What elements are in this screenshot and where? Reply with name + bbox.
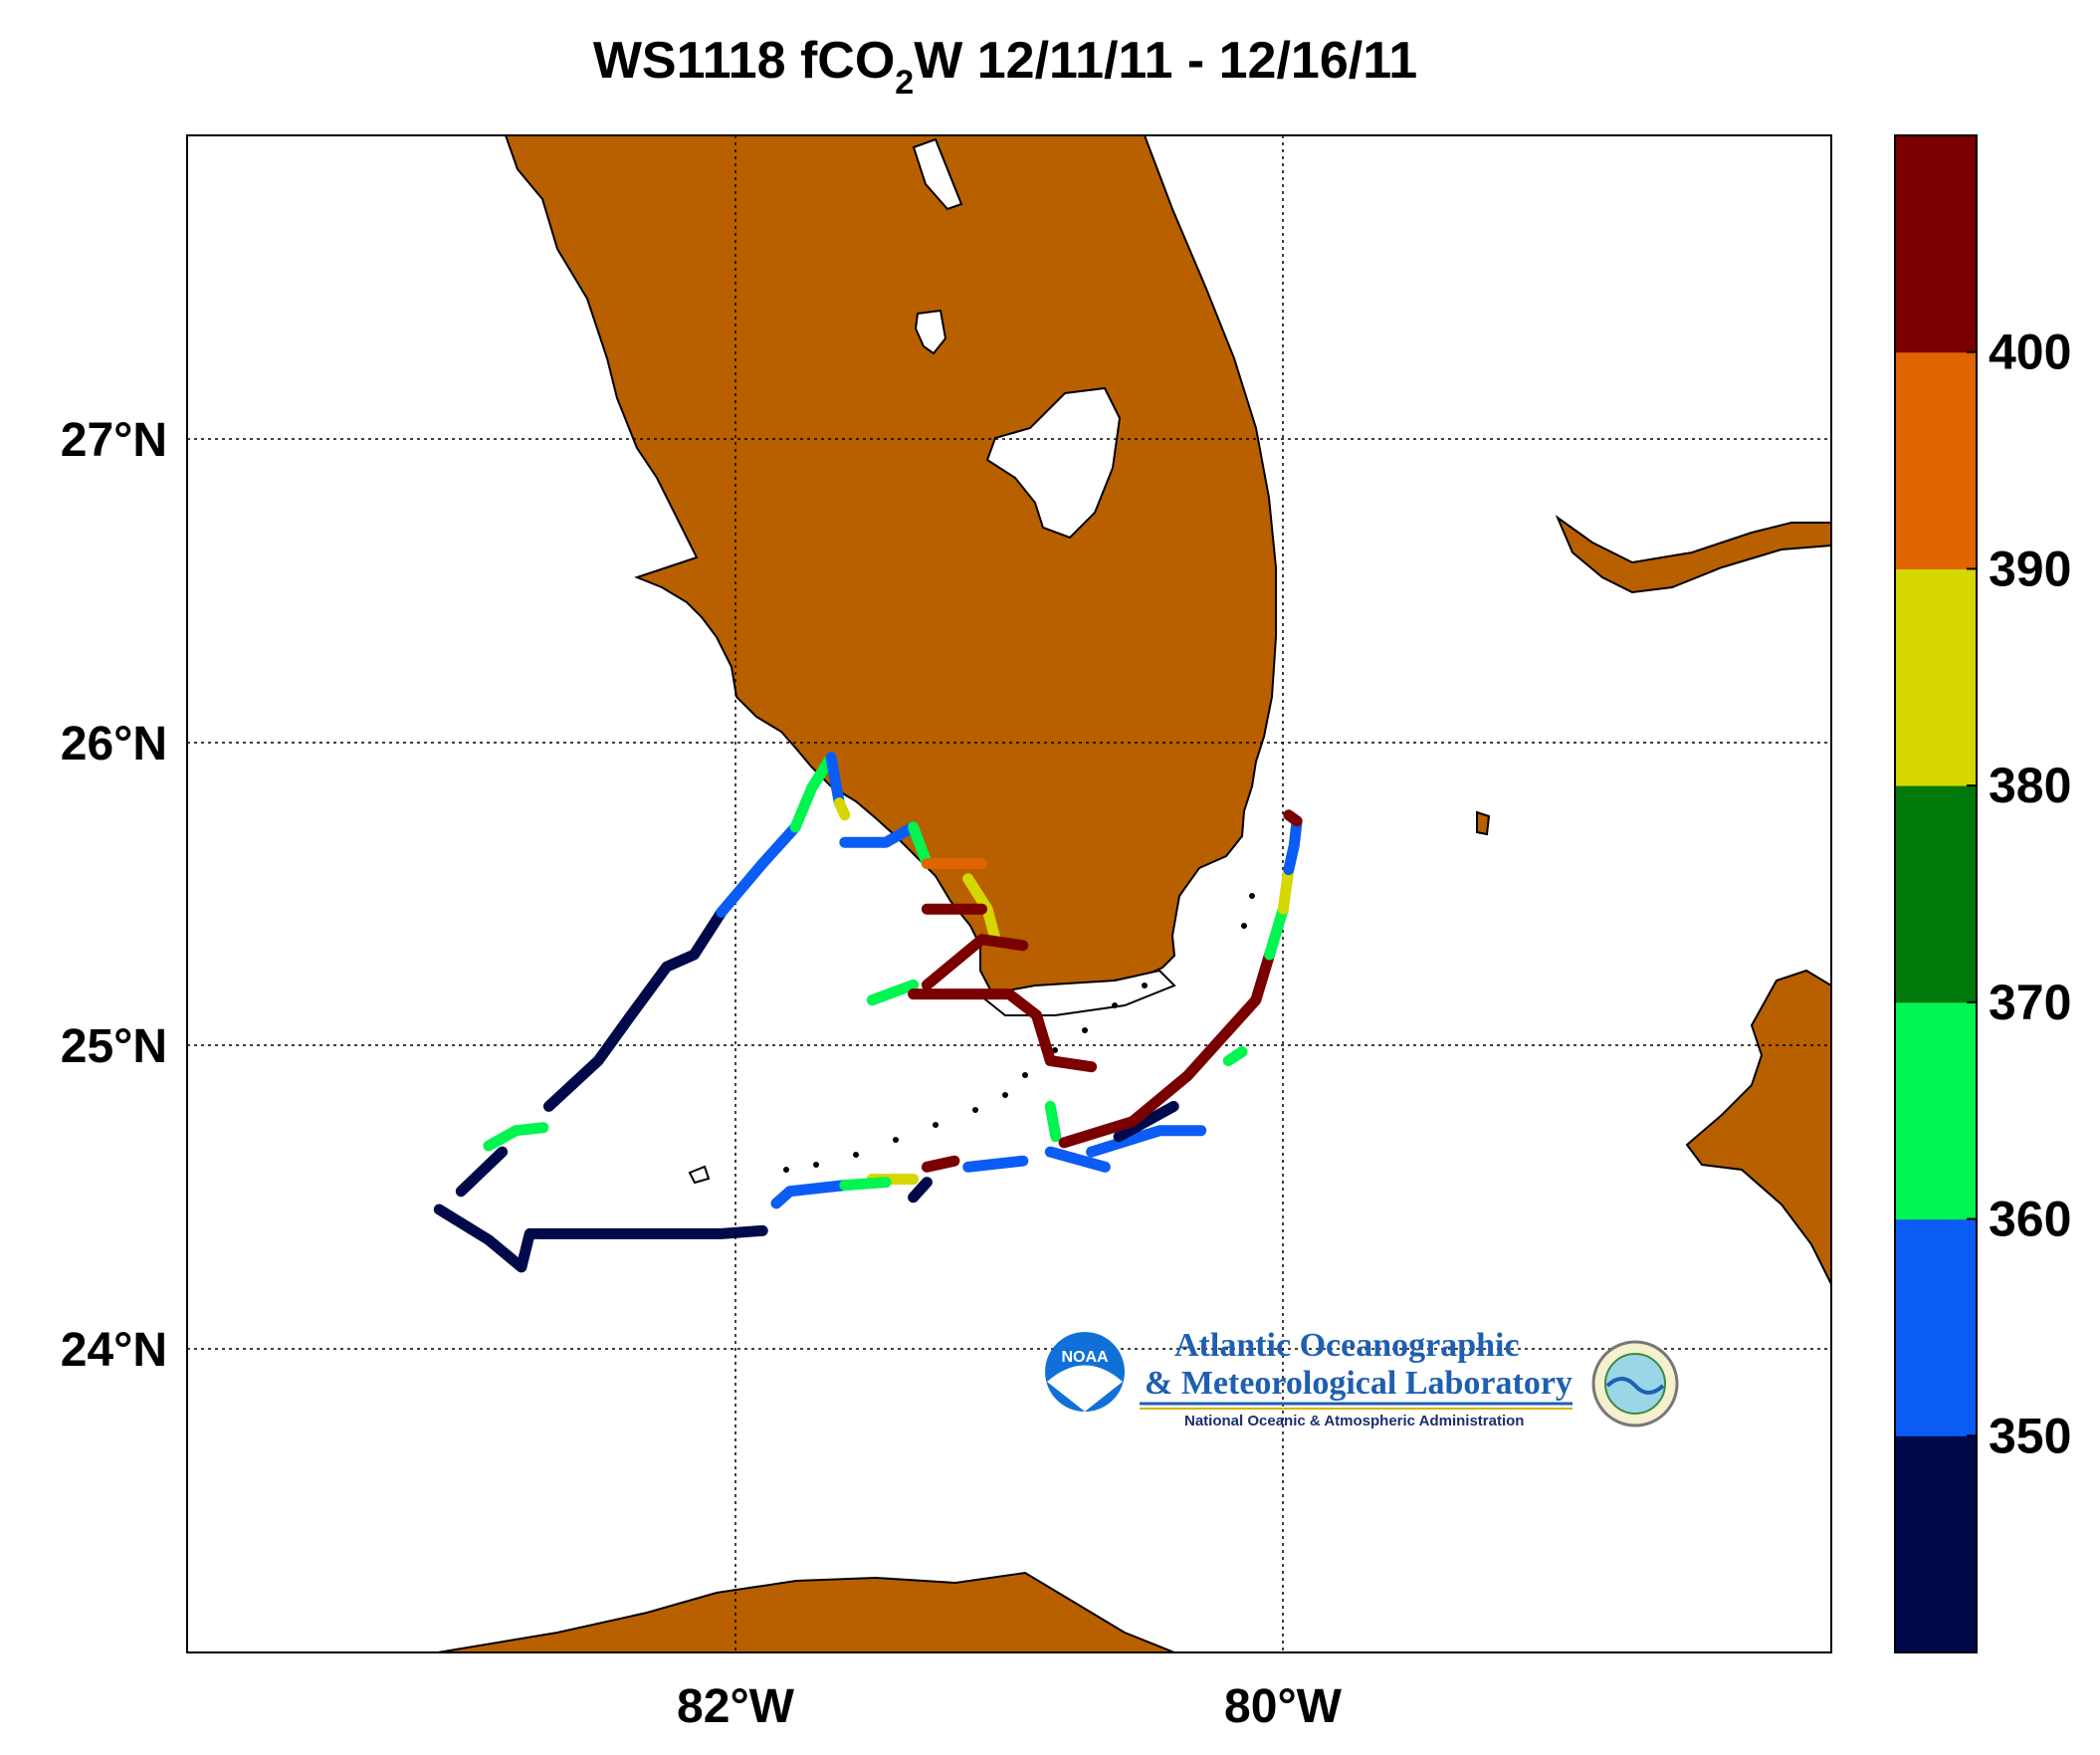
colorbar-label-400: 400: [1989, 325, 2071, 380]
track-segment-17: [1044, 1100, 1062, 1143]
lon-label-82w: 82°W: [677, 1680, 795, 1733]
track-segment-14: [921, 934, 1029, 990]
track-segment-25: [1283, 815, 1303, 876]
lake-okeechobee: [985, 386, 1122, 540]
colorbar-bin-2: [1895, 1001, 1977, 1220]
logo-line-1: Atlantic Oceanographic: [1174, 1327, 1520, 1364]
colorbar-frame: [1894, 134, 1978, 1653]
colorbar-bin-1: [1895, 1218, 1977, 1436]
bahamas-andros: [1685, 969, 1831, 1285]
colorbar-label-370: 370: [1989, 975, 2071, 1030]
track-segment-3: [542, 906, 728, 1112]
lat-label-26: 26°N: [61, 718, 167, 770]
track-segment-4: [716, 821, 801, 918]
aoml-logo: NOAA Atlantic Oceanographic & Meteorolog…: [1045, 1327, 1679, 1429]
track-segment-6: [825, 752, 845, 809]
lat-label-24: 24°N: [61, 1324, 167, 1377]
plot-frame: [186, 134, 1832, 1653]
track-segment-18: [1044, 1146, 1111, 1173]
land-layer: [437, 135, 1831, 1652]
colorbar-label-380: 380: [1989, 758, 2071, 813]
colorbar-label-350: 350: [1989, 1408, 2071, 1463]
track-segment-1: [433, 1204, 549, 1273]
track-segment-5: [789, 752, 837, 833]
latitude-labels: 27°N 26°N 25°N 24°N: [61, 414, 167, 1377]
track-segment-20: [1113, 1100, 1179, 1143]
colorbar-bin-3: [1895, 785, 1977, 1003]
colorbar-labels: 350 360 370 380 390 400: [1967, 325, 2071, 1463]
gridlines: [187, 135, 1831, 1652]
logo-line-2: & Meteorological Laboratory: [1145, 1365, 1573, 1402]
track-segment-31: [921, 1155, 960, 1173]
track-segment-10: [908, 821, 933, 869]
track-segment-15: [866, 979, 920, 1006]
track-segment-29: [839, 1177, 892, 1192]
lat-label-25: 25°N: [61, 1020, 167, 1073]
aoml-seal-wave-icon: [1605, 1377, 1665, 1395]
colorbar-label-390: 390: [1989, 541, 2071, 596]
colorbar-bin-5: [1895, 351, 1977, 569]
lat-label-27: 27°N: [61, 414, 167, 467]
map-title: WS1118 fCO2W 12/11/11 - 12/16/11: [593, 32, 1417, 102]
ship-track: [433, 752, 1303, 1273]
track-segment-7: [833, 797, 851, 821]
longitude-labels: 82°W 80°W: [677, 1680, 1343, 1733]
track-segment-23: [1264, 903, 1289, 961]
small-lake-1: [914, 309, 947, 355]
track-segment-24: [1277, 864, 1295, 915]
track-segment-22: [1222, 1046, 1248, 1067]
noaa-badge-text: NOAA: [1061, 1349, 1109, 1366]
track-segment-9: [839, 821, 920, 848]
track-segment-21: [1058, 949, 1276, 1149]
small-lake-2: [912, 137, 963, 211]
colorbar-bin-6: [1895, 135, 1977, 353]
marquesas-key: [688, 1165, 711, 1185]
track-segment-16: [908, 988, 1098, 1073]
colorbar-bin-4: [1895, 568, 1977, 786]
colorbar-label-360: 360: [1989, 1192, 2071, 1247]
track-segment-19: [1086, 1125, 1207, 1158]
logo-line-3: National Oceanic & Atmospheric Administr…: [1184, 1413, 1524, 1429]
florida-keys: [694, 893, 1255, 1178]
track-segment-32: [962, 1155, 1029, 1173]
colorbar: [1895, 135, 1977, 1653]
bahamas-grand-bahama: [1555, 515, 1831, 594]
track-segment-30: [908, 1177, 933, 1204]
track-segment-28: [770, 1180, 851, 1209]
track-segment-2: [455, 1146, 509, 1198]
cuba-landmass: [437, 1571, 1175, 1652]
noaa-bird-icon: [1047, 1365, 1123, 1412]
colorbar-bin-0: [1895, 1435, 1977, 1653]
track-segment-26: [1283, 809, 1303, 827]
track-segment-8: [483, 1122, 549, 1152]
bahamas-islet: [1476, 810, 1491, 836]
lon-label-80w: 80°W: [1224, 1680, 1343, 1733]
track-segment-0: [537, 1224, 768, 1239]
florida-landmass: [504, 135, 1277, 1012]
